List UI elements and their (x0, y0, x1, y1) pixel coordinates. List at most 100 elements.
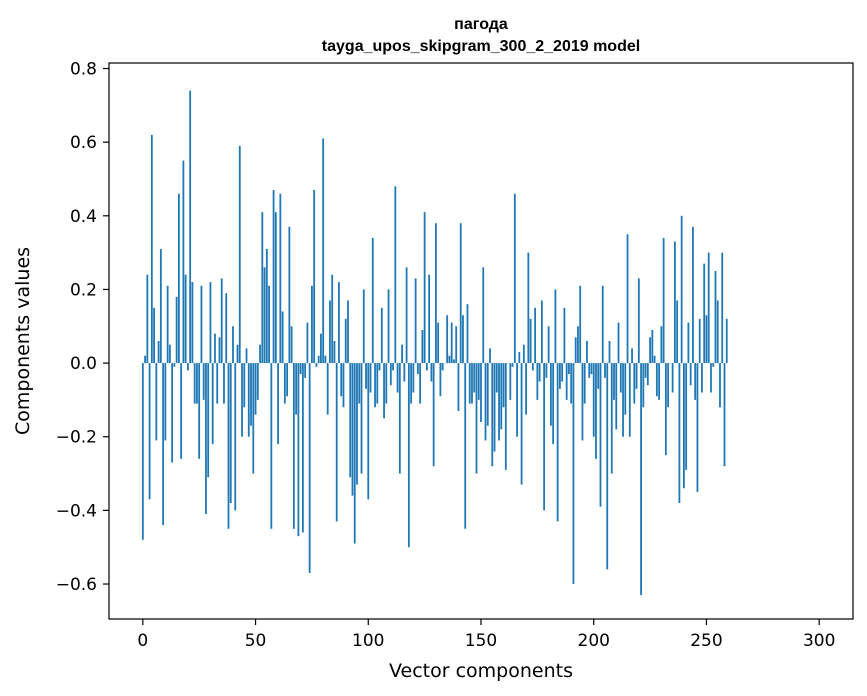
bar-76 (313, 190, 316, 364)
bar-101 (369, 363, 372, 393)
bar-128 (430, 363, 433, 382)
bar-189 (568, 363, 570, 375)
bar-192 (574, 337, 577, 364)
bar-127 (428, 274, 431, 364)
bar-194 (579, 285, 582, 364)
bar-35 (220, 278, 223, 364)
bar-80 (322, 138, 325, 364)
bar-45 (243, 363, 246, 408)
bar-86 (335, 363, 338, 522)
bar-38 (227, 363, 230, 529)
bar-0 (141, 363, 144, 540)
bar-29 (207, 363, 210, 478)
bar-240 (683, 363, 685, 489)
y-tick-label: 0.8 (70, 60, 97, 80)
bar-25 (198, 363, 201, 459)
bar-16 (177, 193, 180, 364)
y-tick-label: 0.0 (70, 354, 97, 374)
bar-135 (446, 315, 449, 364)
bar-186 (561, 363, 564, 382)
bar-64 (286, 363, 289, 397)
bar-28 (205, 363, 207, 515)
bar-9 (162, 363, 165, 526)
bar-139 (455, 326, 458, 364)
bar-197 (586, 341, 588, 364)
bar-141 (459, 223, 462, 364)
x-axis-label: Vector components (389, 660, 573, 682)
bar-8 (159, 248, 162, 364)
bar-258 (723, 363, 726, 467)
bar-172 (529, 318, 532, 364)
bar-110 (389, 363, 392, 386)
bar-229 (658, 363, 661, 400)
bar-81 (324, 355, 327, 364)
bar-26 (200, 285, 203, 364)
bar-137 (450, 322, 453, 364)
bar-181 (549, 363, 552, 426)
bar-48 (250, 363, 252, 426)
bar-180 (547, 326, 550, 364)
bar-187 (563, 307, 566, 364)
bar-199 (590, 363, 593, 375)
bar-68 (295, 363, 298, 415)
bar-117 (405, 267, 408, 364)
bar-147 (473, 363, 476, 393)
bar-247 (698, 318, 701, 364)
bar-150 (480, 363, 482, 422)
y-axis: −0.6 −0.4 −0.2 0.0 0.2 0.4 0.6 0.8 (56, 60, 109, 595)
chart-title-line-1: пагода (454, 16, 508, 33)
x-tick-label: 300 (803, 631, 835, 651)
bars-group (141, 90, 728, 596)
bar-84 (331, 274, 334, 364)
bar-129 (432, 363, 435, 467)
bar-5 (153, 307, 155, 364)
bar-59 (274, 212, 277, 364)
bar-70 (299, 363, 302, 375)
bar-52 (259, 344, 261, 364)
bar-44 (241, 363, 243, 437)
bar-209 (613, 363, 615, 400)
bar-252 (710, 363, 712, 393)
y-axis-label: Components values (12, 247, 34, 435)
bar-85 (333, 341, 336, 364)
bar-95 (356, 363, 358, 485)
bar-230 (660, 326, 663, 364)
bar-11 (166, 285, 169, 364)
bar-71 (301, 363, 304, 533)
bar-204 (601, 285, 604, 364)
y-tick-label: −0.6 (56, 575, 97, 595)
bar-30 (209, 282, 212, 364)
bar-158 (498, 363, 500, 441)
bar-93 (351, 363, 354, 496)
bar-10 (164, 363, 167, 441)
bar-166 (516, 363, 518, 437)
bar-67 (292, 363, 295, 529)
bar-65 (288, 226, 291, 364)
bar-257 (721, 252, 724, 364)
bar-106 (380, 307, 383, 364)
bar-49 (252, 363, 255, 474)
bar-133 (441, 363, 444, 371)
bar-31 (211, 363, 214, 445)
bar-121 (414, 278, 417, 364)
bar-208 (610, 363, 613, 474)
bar-244 (692, 226, 694, 364)
bar-144 (466, 304, 469, 364)
plot-area-frame (108, 62, 854, 620)
bar-136 (448, 355, 451, 364)
bar-115 (401, 344, 403, 364)
bar-179 (545, 363, 548, 378)
bar-61 (279, 193, 282, 364)
x-axis: 0 50 100 150 200 250 300 (137, 619, 835, 651)
bar-255 (716, 300, 719, 364)
bar-119 (410, 363, 413, 404)
x-tick-label: 250 (690, 631, 722, 651)
bar-196 (583, 363, 586, 404)
bar-32 (214, 333, 216, 364)
bar-241 (685, 363, 688, 470)
bar-131 (437, 322, 440, 364)
bar-83 (329, 300, 331, 364)
bar-47 (247, 363, 250, 437)
bar-237 (676, 300, 679, 364)
